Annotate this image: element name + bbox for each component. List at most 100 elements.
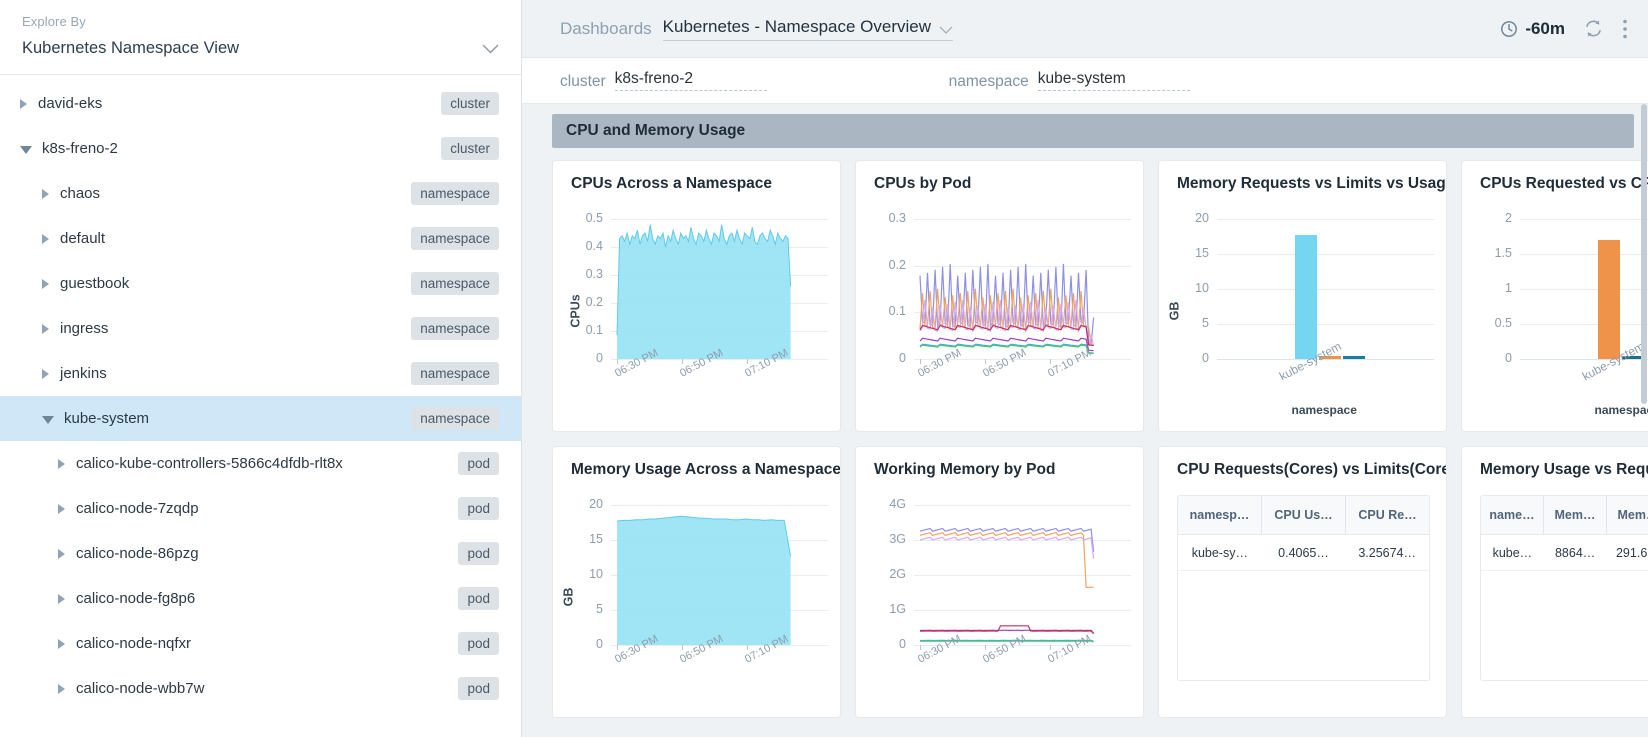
variable-value[interactable]: kube-system <box>1037 70 1190 91</box>
area-series-kube-system <box>616 515 792 645</box>
tree-item-calico-node-7zqdp[interactable]: calico-node-7zqdp pod <box>0 486 521 531</box>
caret-right-icon[interactable] <box>58 548 65 559</box>
more-vertical-icon[interactable] <box>1622 18 1628 40</box>
section-header: CPU and Memory Usage <box>552 114 1634 148</box>
data-table[interactable]: namesp… CPU Us… CPU Re… kube-sy… 0.4065… 3.25… <box>1177 495 1430 681</box>
panel-memory-usage-vs-requests-vs-limits[interactable]: Memory Usage vs Requests vs Limitsname…M… <box>1461 446 1648 718</box>
table-column-header[interactable]: CPU Re… <box>1358 508 1417 522</box>
caret-right-icon[interactable] <box>58 503 65 514</box>
y-axis-tick: 20 <box>1195 211 1209 225</box>
tree-item-type-badge: namespace <box>411 317 499 340</box>
x-axis-tickmark <box>747 359 749 364</box>
table-row[interactable]: kube-sy… 0.4065… 3.25674… <box>1178 535 1429 571</box>
caret-right-icon[interactable] <box>42 188 49 199</box>
x-axis-tickmark <box>682 645 684 650</box>
variables-bar: cluster k8s-freno-2 namespace kube-system <box>522 58 1648 104</box>
gridline <box>1520 219 1648 220</box>
caret-right-icon[interactable] <box>42 368 49 379</box>
table-row[interactable]: kube…8864…291.6…356.… <box>1481 535 1648 571</box>
panel-working-memory-by-pod[interactable]: Working Memory by Pod 0 1G 2G 3G 4G 06:30 PM 06… <box>855 446 1144 718</box>
x-axis-tickmark <box>617 645 618 650</box>
tree-item-david-eks[interactable]: david-eks cluster <box>0 81 521 126</box>
tree-item-label: david-eks <box>38 95 103 112</box>
tree-item-label: calico-kube-controllers-5866c4dfdb-rlt8x <box>76 455 343 472</box>
explore-sidebar: Explore By Kubernetes Namespace View dav… <box>0 0 522 737</box>
gridline <box>914 610 1131 611</box>
panel-cpus-across-a-namespace[interactable]: CPUs Across a Namespace 0 0.1 0.2 0.3 0.4 0.5 C… <box>552 160 841 432</box>
variable-name: cluster <box>560 73 606 90</box>
clock-icon <box>1500 20 1518 38</box>
table-cell: kube… <box>1492 545 1533 560</box>
tree-item-type-badge: pod <box>458 497 499 520</box>
tree-item-type-badge: pod <box>458 677 499 700</box>
topbar-actions: -60m <box>1500 18 1634 40</box>
variable-value[interactable]: k8s-freno-2 <box>614 70 767 91</box>
dashboard-selector[interactable]: Kubernetes - Namespace Overview <box>662 17 954 41</box>
caret-right-icon[interactable] <box>58 638 65 649</box>
table-column-header[interactable]: Mem… <box>1544 496 1607 534</box>
y-axis-tick: 0 <box>596 637 603 651</box>
tree-item-kube-system[interactable]: kube-system namespace <box>0 396 521 441</box>
table-column-header[interactable]: namesp… <box>1178 496 1262 534</box>
y-axis-label: GB <box>1167 301 1182 321</box>
panel-cpu-requests-cores-vs-limits-cores-vs-usage-cores[interactable]: CPU Requests(Cores) vs Limits(Cores) vs … <box>1158 446 1447 718</box>
tree-item-calico-node-86pzg[interactable]: calico-node-86pzg pod <box>0 531 521 576</box>
tree-item-calico-node-wbb7w[interactable]: calico-node-wbb7w pod <box>0 666 521 711</box>
panel-title: Memory Usage vs Requests vs Limits <box>1480 461 1648 478</box>
tree-item-chaos[interactable]: chaos namespace <box>0 171 521 216</box>
caret-down-icon[interactable] <box>20 145 32 154</box>
vertical-scrollbar[interactable] <box>1641 104 1647 404</box>
caret-right-icon[interactable] <box>42 278 49 289</box>
table-column-header[interactable]: Mem… <box>1607 496 1648 534</box>
tree-item-guestbook[interactable]: guestbook namespace <box>0 261 521 306</box>
chevron-down-icon <box>482 44 499 54</box>
caret-right-icon[interactable] <box>42 323 49 334</box>
panel-memory-usage-across-a-namespace[interactable]: Memory Usage Across a Namespace 0 5 10 15 20 G… <box>552 446 841 718</box>
y-axis-tick: 3G <box>889 532 906 546</box>
time-range-picker[interactable]: -60m <box>1500 19 1565 39</box>
tree-item-type-badge: pod <box>458 587 499 610</box>
gridline <box>611 219 828 220</box>
tree-item-calico-node-nqfxr[interactable]: calico-node-nqfxr pod <box>0 621 521 666</box>
explore-header: Explore By Kubernetes Namespace View <box>0 0 521 74</box>
chevron-down-icon <box>939 26 953 37</box>
caret-right-icon[interactable] <box>58 458 65 469</box>
panel-cpus-by-pod[interactable]: CPUs by Pod 0 0.1 0.2 0.3 06:30 PM 06:50 PM 07:… <box>855 160 1144 432</box>
panel-memory-requests-vs-limits-vs-usage[interactable]: Memory Requests vs Limits vs Usage 0 5 10 15… <box>1158 160 1447 432</box>
breadcrumb-dashboards[interactable]: Dashboards <box>560 18 652 38</box>
tree-item-k8s-freno-2[interactable]: k8s-freno-2 cluster <box>0 126 521 171</box>
y-axis-tick: 5 <box>596 602 603 616</box>
sidebar-divider <box>0 74 521 75</box>
tree-item-default[interactable]: default namespace <box>0 216 521 261</box>
caret-right-icon[interactable] <box>42 233 49 244</box>
panel-grid: CPUs Across a Namespace 0 0.1 0.2 0.3 0.4 0.5 C… <box>522 148 1648 718</box>
gridline <box>1217 324 1434 325</box>
tree-item-calico-node-fg8p6[interactable]: calico-node-fg8p6 pod <box>0 576 521 621</box>
x-axis-line <box>1520 359 1648 360</box>
tree-item-calico-kube-controllers-5866c4dfdb-rlt8x[interactable]: calico-kube-controllers-5866c4dfdb-rlt8x… <box>0 441 521 486</box>
y-axis-tick: 0.2 <box>585 295 603 309</box>
caret-right-icon[interactable] <box>20 98 27 109</box>
caret-right-icon[interactable] <box>58 683 65 694</box>
tree-item-jenkins[interactable]: jenkins namespace <box>0 351 521 396</box>
table-column-header[interactable]: CPU Us… <box>1262 496 1346 534</box>
x-axis-tickmark <box>920 645 921 650</box>
tree-item-ingress[interactable]: ingress namespace <box>0 306 521 351</box>
tree-item-label: calico-node-nqfxr <box>76 635 192 652</box>
variable-name: namespace <box>948 73 1029 90</box>
gridline <box>914 359 1131 360</box>
panel-cpus-requested-vs-cpus-limited-vs-cpus-used[interactable]: CPUs Requested vs CPUs Limited vs CPUs U… <box>1461 160 1648 432</box>
variable-cluster[interactable]: cluster k8s-freno-2 <box>560 70 767 91</box>
y-axis-tick: 1.5 <box>1494 246 1512 260</box>
variable-namespace[interactable]: namespace kube-system <box>949 70 1190 91</box>
x-axis-tickmark <box>747 645 749 650</box>
y-axis-tick: 0 <box>1505 351 1512 365</box>
explore-view-select[interactable]: Kubernetes Namespace View <box>22 29 499 74</box>
caret-down-icon[interactable] <box>42 415 54 424</box>
caret-right-icon[interactable] <box>58 593 65 604</box>
y-axis-tick: 2G <box>889 567 906 581</box>
data-table[interactable]: name…Mem…Mem…Mem.kube…8864…291.6…356.… <box>1480 495 1648 681</box>
refresh-icon[interactable] <box>1583 18 1604 39</box>
line-series-group <box>919 263 1095 355</box>
table-column-header[interactable]: name… <box>1481 496 1544 534</box>
